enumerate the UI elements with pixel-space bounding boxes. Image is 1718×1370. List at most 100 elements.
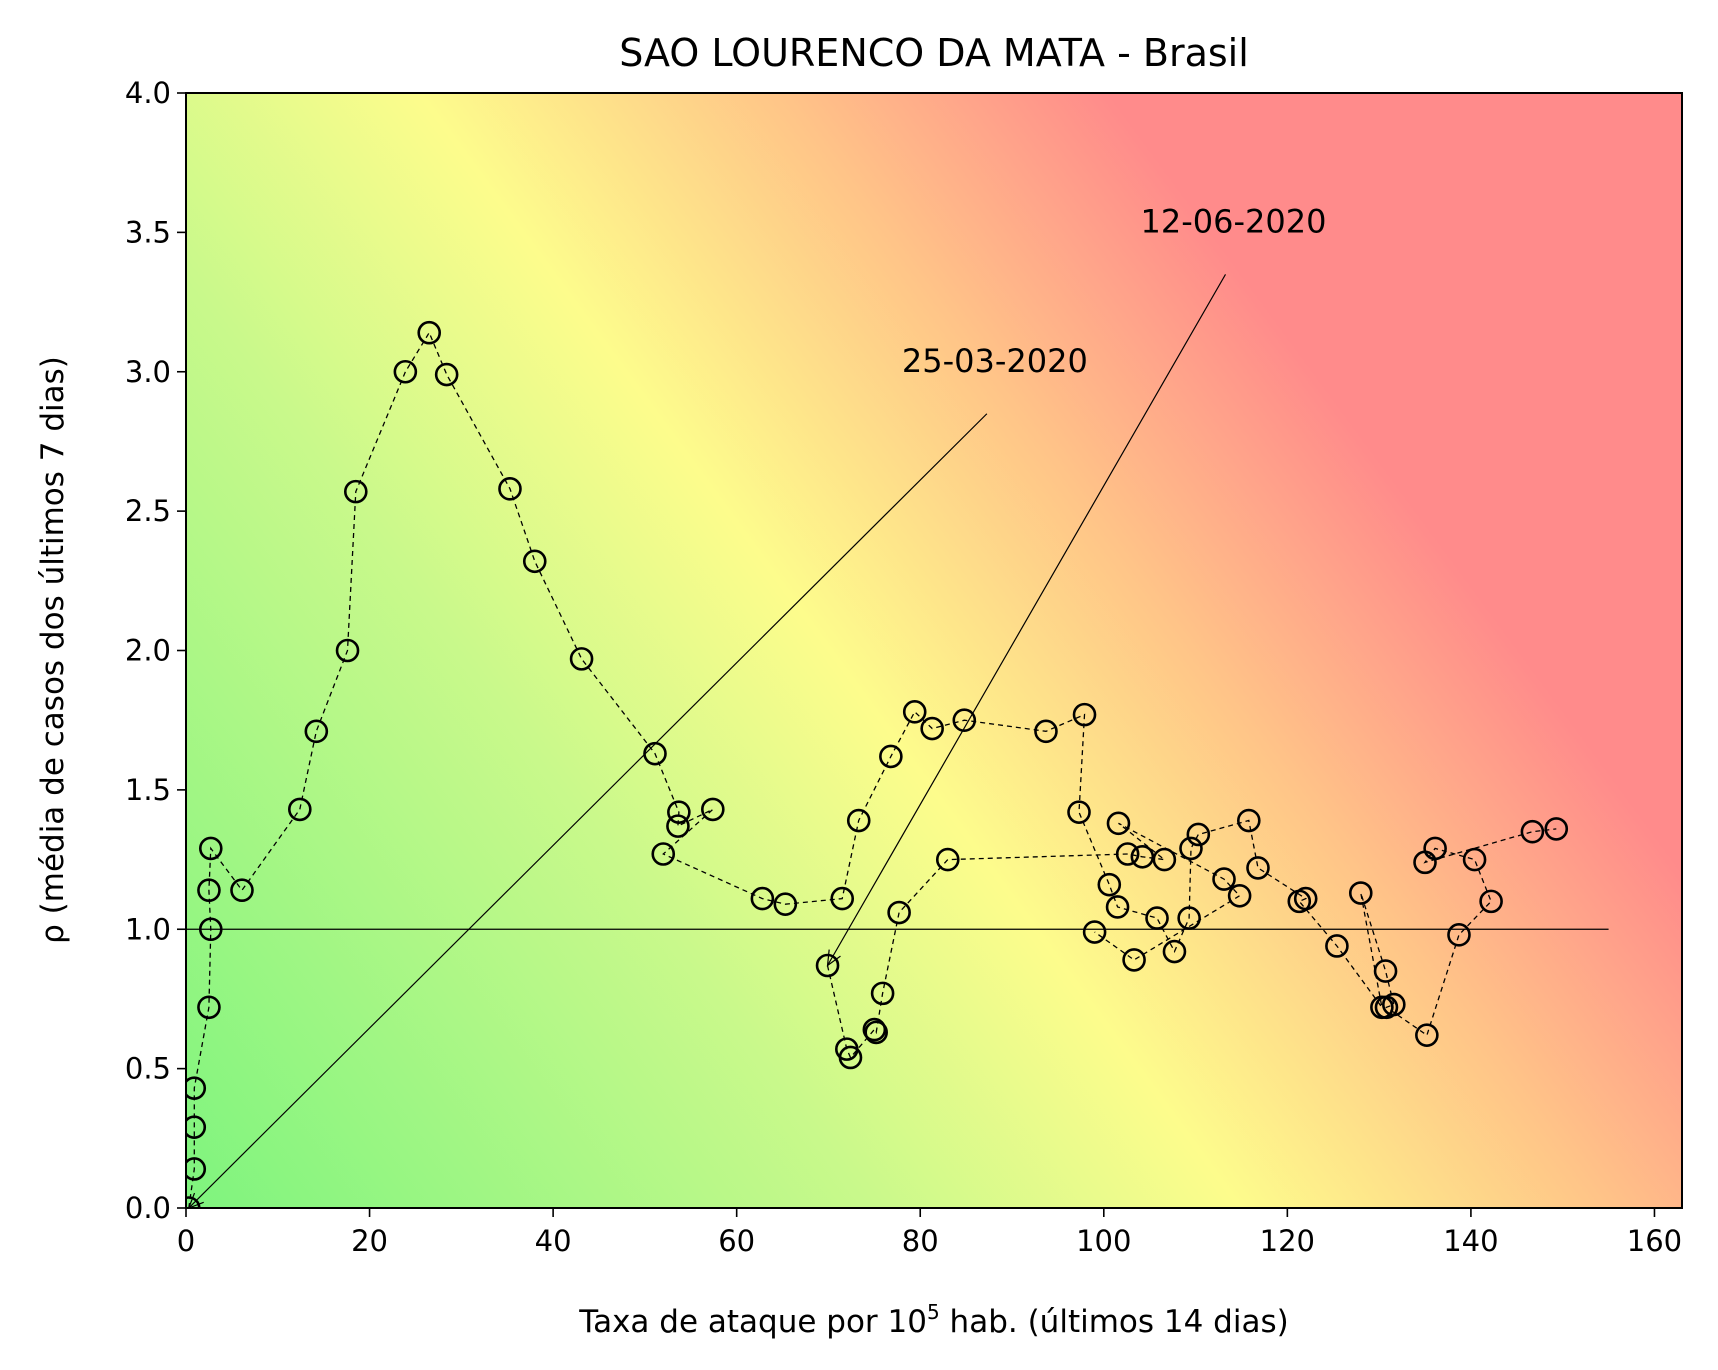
y-tick-label: 1.5 bbox=[125, 773, 171, 807]
y-tick-label: 0.5 bbox=[125, 1052, 171, 1086]
data-point bbox=[186, 1157, 207, 1181]
data-point bbox=[1212, 867, 1236, 891]
x-tick-label: 160 bbox=[1627, 1224, 1682, 1258]
data-point bbox=[1122, 948, 1146, 972]
data-point bbox=[864, 1020, 888, 1045]
x-axis-label: Taxa de ataque por 105 hab. (últimos 14 … bbox=[578, 1300, 1288, 1340]
data-point bbox=[952, 708, 977, 732]
data-point bbox=[198, 836, 223, 861]
data-point bbox=[1130, 844, 1155, 869]
data-point bbox=[879, 744, 903, 769]
data-point bbox=[198, 917, 223, 942]
data-point bbox=[393, 359, 418, 384]
y-tick-label: 2.0 bbox=[125, 634, 171, 668]
data-point bbox=[846, 808, 871, 833]
data-point bbox=[1186, 822, 1211, 847]
data-point bbox=[1520, 819, 1545, 844]
data-point bbox=[1177, 906, 1201, 930]
data-point bbox=[815, 953, 840, 978]
x-tick-label: 60 bbox=[718, 1224, 755, 1258]
data-point bbox=[186, 1115, 207, 1139]
x-tick-label: 20 bbox=[351, 1224, 388, 1258]
data-point bbox=[935, 847, 960, 872]
data-point bbox=[920, 716, 944, 741]
data-point bbox=[1246, 856, 1270, 880]
data-point bbox=[1115, 842, 1140, 866]
data-point bbox=[830, 886, 855, 911]
x-tick-label: 0 bbox=[177, 1224, 195, 1258]
data-point bbox=[197, 878, 221, 903]
data-point bbox=[186, 1196, 201, 1208]
data-point bbox=[1072, 702, 1097, 727]
data-point bbox=[651, 842, 676, 866]
x-tick-label: 80 bbox=[902, 1224, 939, 1258]
data-point bbox=[1373, 959, 1398, 983]
series-line-1 bbox=[188, 331, 1557, 1208]
data-point bbox=[1227, 883, 1252, 908]
y-tick-label: 2.5 bbox=[125, 494, 171, 528]
data-point bbox=[667, 800, 691, 824]
plot-area bbox=[186, 274, 1609, 1208]
data-point bbox=[343, 479, 368, 504]
data-point bbox=[498, 477, 522, 501]
data-point bbox=[870, 981, 895, 1006]
annotation-label-1: 25-03-2020 bbox=[902, 342, 1088, 380]
data-point bbox=[197, 995, 221, 1020]
data-point bbox=[434, 362, 459, 387]
data-point bbox=[701, 797, 725, 822]
data-point bbox=[335, 638, 360, 663]
data-point bbox=[1479, 889, 1503, 914]
x-tick-label: 40 bbox=[535, 1224, 572, 1258]
data-point bbox=[838, 1045, 863, 1070]
data-point bbox=[1447, 923, 1471, 947]
y-tick-label: 1.0 bbox=[125, 912, 171, 946]
data-point bbox=[288, 797, 312, 822]
data-point bbox=[862, 1017, 887, 1042]
data-point bbox=[666, 814, 690, 838]
x-tick-label: 140 bbox=[1443, 1224, 1498, 1258]
x-tick-label: 100 bbox=[1076, 1224, 1131, 1258]
data-point bbox=[1374, 995, 1399, 1020]
data-point bbox=[1152, 847, 1177, 872]
data-point bbox=[750, 886, 775, 911]
data-point bbox=[1179, 836, 1203, 861]
data-point bbox=[1034, 719, 1058, 744]
data-point bbox=[1162, 939, 1187, 964]
data-point bbox=[887, 900, 911, 925]
data-point bbox=[1348, 881, 1373, 905]
data-point bbox=[1097, 872, 1122, 897]
x-tick-label: 120 bbox=[1260, 1224, 1315, 1258]
data-point bbox=[186, 1076, 207, 1100]
data-point bbox=[569, 647, 594, 671]
data-point bbox=[304, 719, 329, 744]
data-point bbox=[1415, 1023, 1439, 1047]
chart-title: SAO LOURENCO DA MATA - Brasil bbox=[619, 31, 1249, 75]
axes: 0 20 40 60 80 100 120 140 160 0.0 0.5 1.0 1.5 2.0 2.5 3… bbox=[125, 76, 1682, 1258]
data-point bbox=[1145, 906, 1169, 930]
y-tick-label: 0.0 bbox=[125, 1191, 171, 1225]
annotation-arrow-2 bbox=[827, 274, 1227, 966]
plot-background bbox=[186, 93, 1682, 1208]
data-point bbox=[1237, 808, 1261, 833]
data-point bbox=[1544, 817, 1569, 841]
y-axis-label: ρ (média de casos dos últimos 7 dias) bbox=[35, 356, 71, 944]
data-point bbox=[417, 320, 442, 345]
data-point bbox=[1105, 895, 1130, 919]
data-point bbox=[1287, 889, 1312, 914]
y-tick-label: 3.5 bbox=[125, 215, 171, 249]
y-tick-label: 3.0 bbox=[125, 355, 171, 389]
data-point bbox=[1106, 811, 1131, 836]
data-point bbox=[522, 549, 547, 574]
data-point bbox=[1082, 920, 1107, 944]
data-point bbox=[1462, 847, 1487, 872]
data-point bbox=[1067, 800, 1091, 824]
annotation-label-2: 12-06-2020 bbox=[1141, 202, 1327, 240]
data-point bbox=[1413, 850, 1437, 875]
annotation-arrow-1 bbox=[188, 413, 988, 1208]
data-point bbox=[643, 741, 667, 766]
data-point bbox=[1325, 934, 1349, 958]
y-tick-label: 4.0 bbox=[125, 76, 171, 110]
data-point bbox=[902, 700, 927, 724]
data-point bbox=[230, 878, 254, 903]
